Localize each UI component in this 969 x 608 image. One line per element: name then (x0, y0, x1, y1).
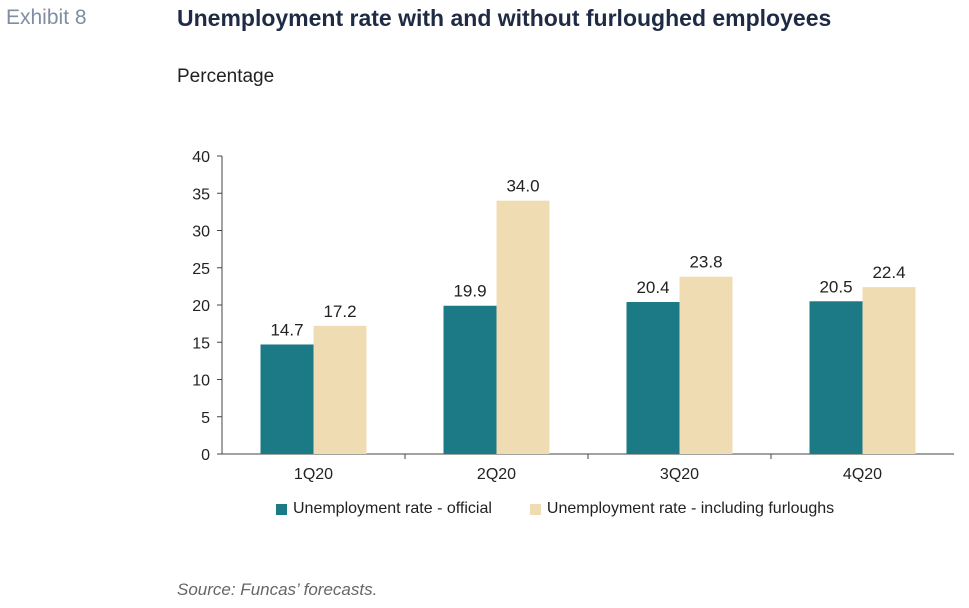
legend: Unemployment rate - official Unemploymen… (276, 500, 834, 518)
bar-furloughs (862, 287, 916, 454)
bar-furloughs (496, 200, 550, 454)
y-tick-label: 35 (192, 186, 210, 203)
legend-swatch-official (276, 503, 287, 515)
bar-furloughs (313, 325, 367, 454)
bar-official (626, 302, 680, 454)
legend-label-furloughs: Unemployment rate - including furloughs (546, 500, 835, 517)
y-axis-label: Percentage (177, 66, 275, 87)
data-label: 20.4 (636, 278, 669, 297)
data-label: 17.2 (323, 302, 356, 321)
bar-official (809, 301, 863, 454)
x-tick-label: 1Q20 (294, 466, 333, 483)
y-tick-label: 15 (192, 335, 210, 352)
legend-item-official: Unemployment rate - official (276, 500, 492, 518)
bar-chart: 0 5 10 15 20 25 30 35 40 1Q20 14.7 17.2 2Q20 19.9 34.0… (192, 149, 954, 483)
chart-title: Unemployment rate with and without furlo… (177, 5, 832, 31)
y-tick-label: 25 (192, 261, 210, 278)
y-tick-label: 20 (192, 298, 210, 315)
y-tick-label: 5 (201, 410, 210, 427)
data-label: 34.0 (506, 177, 539, 196)
y-tick-label: 0 (201, 447, 210, 464)
y-tick-label: 40 (192, 149, 210, 166)
legend-swatch-furloughs (529, 503, 541, 515)
y-tick-label: 10 (192, 373, 210, 390)
data-label: 20.5 (819, 277, 852, 296)
x-tick-label: 2Q20 (477, 466, 516, 483)
y-tick-label: 30 (192, 224, 210, 241)
source-note: Source: Funcas’ forecasts. (177, 580, 378, 599)
data-label: 22.4 (872, 263, 905, 282)
data-label: 14.7 (270, 320, 303, 339)
bar-official (443, 305, 497, 454)
bar-official (260, 344, 314, 454)
legend-item-furloughs: Unemployment rate - including furloughs (529, 500, 835, 518)
data-label: 23.8 (689, 253, 722, 272)
x-tick-label: 3Q20 (660, 466, 699, 483)
x-tick-label: 4Q20 (843, 466, 882, 483)
exhibit-label: Exhibit 8 (6, 6, 87, 29)
legend-label-official: Unemployment rate - official (293, 500, 492, 517)
data-label: 19.9 (453, 282, 486, 301)
bar-furloughs (679, 276, 733, 454)
